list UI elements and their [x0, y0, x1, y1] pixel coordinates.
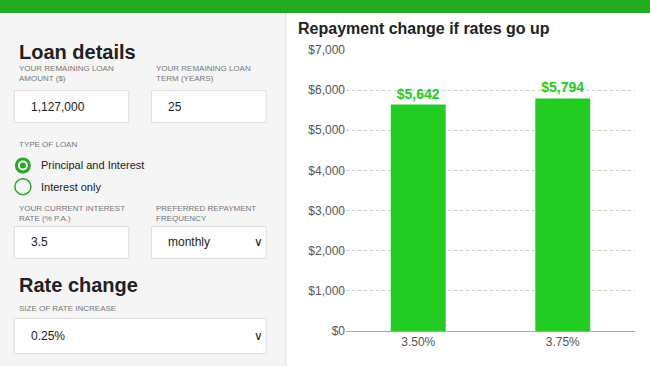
- svg-text:∨: ∨: [254, 235, 263, 249]
- svg-text:Principal and Interest: Principal and Interest: [41, 159, 144, 171]
- svg-text:TYPE OF LOAN: TYPE OF LOAN: [19, 140, 77, 149]
- svg-text:$3,000: $3,000: [308, 204, 345, 218]
- svg-text:3.50%: 3.50%: [401, 335, 435, 349]
- svg-text:∨: ∨: [254, 329, 263, 343]
- svg-text:Repayment change if rates go u: Repayment change if rates go up: [298, 20, 550, 37]
- svg-text:$7,000: $7,000: [308, 43, 345, 57]
- svg-text:Rate change: Rate change: [19, 274, 138, 296]
- svg-text:monthly: monthly: [168, 235, 210, 249]
- svg-text:YOUR CURRENT INTERESTRATE (% P: YOUR CURRENT INTERESTRATE (% P.A.): [19, 204, 125, 223]
- svg-text:1,127,000: 1,127,000: [31, 100, 85, 114]
- svg-text:$6,000: $6,000: [308, 83, 345, 97]
- svg-text:$4,000: $4,000: [308, 164, 345, 178]
- svg-text:$5,794: $5,794: [541, 79, 584, 95]
- svg-text:$2,000: $2,000: [308, 244, 345, 258]
- svg-text:$5,000: $5,000: [308, 123, 345, 137]
- svg-text:$0: $0: [332, 324, 346, 338]
- svg-text:Loan details: Loan details: [19, 41, 136, 63]
- svg-text:SIZE OF RATE INCREASE: SIZE OF RATE INCREASE: [19, 304, 116, 313]
- svg-text:3.75%: 3.75%: [546, 335, 580, 349]
- svg-text:0.25%: 0.25%: [31, 329, 65, 343]
- svg-text:3.5: 3.5: [31, 235, 48, 249]
- svg-text:Interest only: Interest only: [41, 181, 101, 193]
- svg-text:$1,000: $1,000: [308, 284, 345, 298]
- svg-text:PREFERRED REPAYMENTFREQUENCY: PREFERRED REPAYMENTFREQUENCY: [156, 204, 256, 223]
- svg-text:25: 25: [168, 100, 182, 114]
- svg-text:YOUR REMAINING LOANAMOUNT ($): YOUR REMAINING LOANAMOUNT ($): [19, 64, 114, 83]
- svg-text:$5,642: $5,642: [397, 86, 440, 102]
- svg-text:YOUR REMAINING LOANTERM (YEARS: YOUR REMAINING LOANTERM (YEARS): [156, 64, 251, 83]
